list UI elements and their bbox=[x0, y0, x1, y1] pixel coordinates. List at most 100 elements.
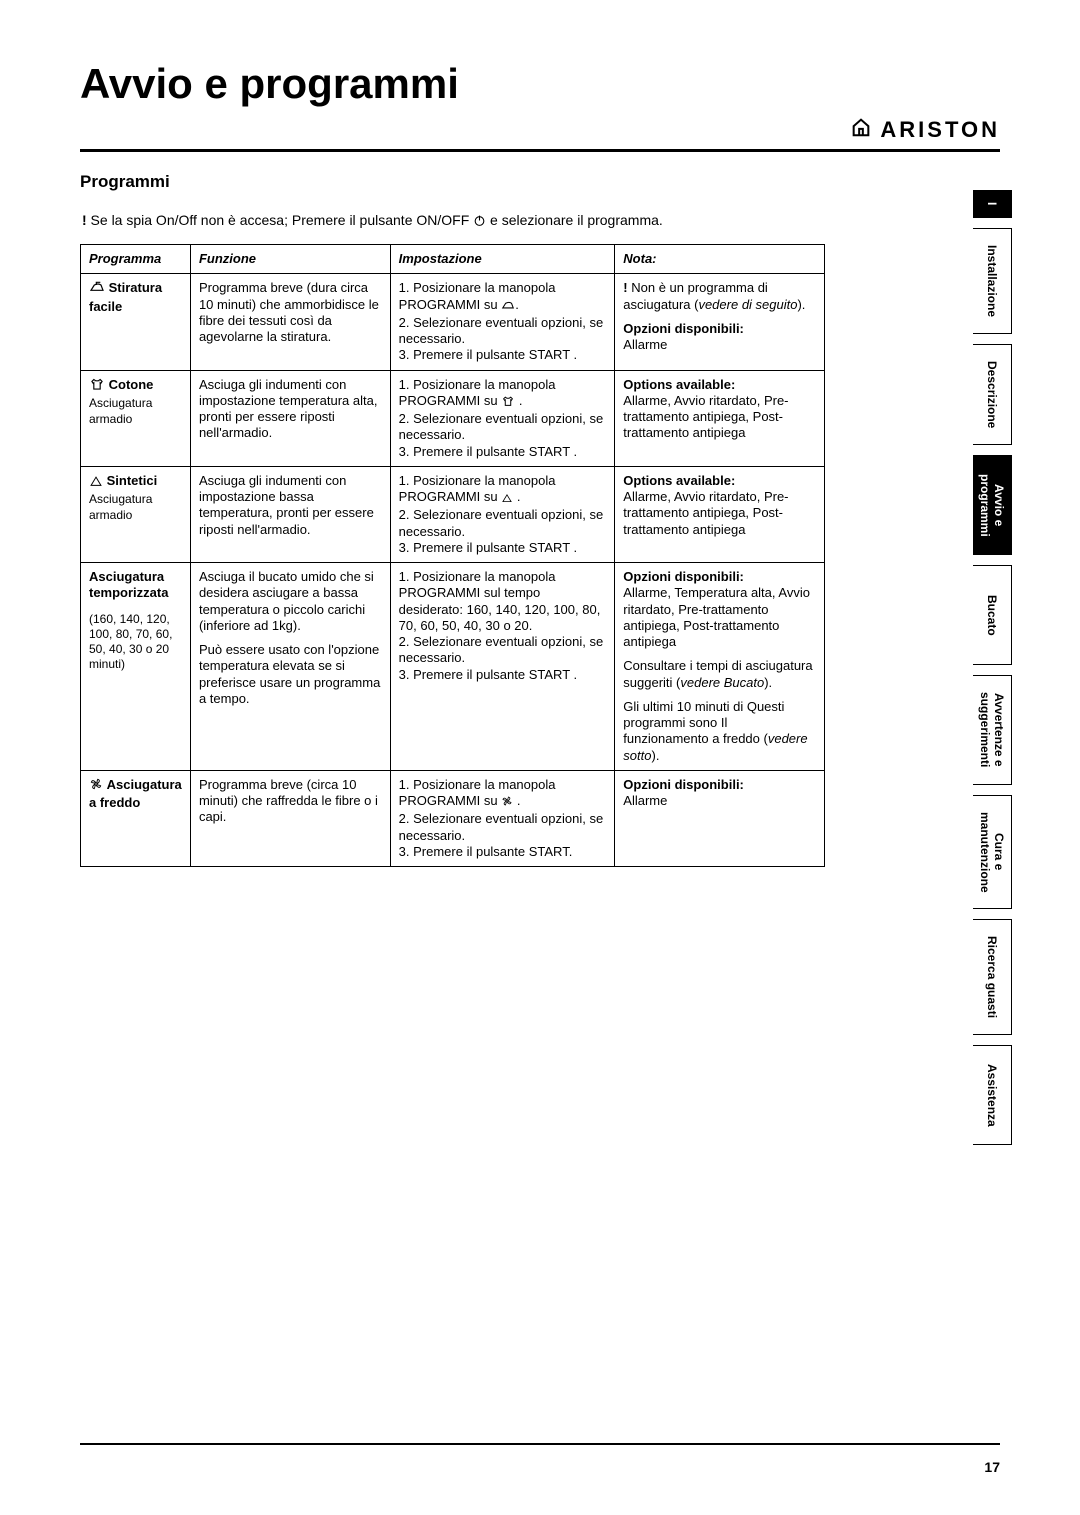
intro-line: ! Se la spia On/Off non è accesa; Premer… bbox=[80, 212, 1000, 230]
note-block: Consultare i tempi di asciugatura sugger… bbox=[623, 658, 816, 691]
note-text: Gli ultimi 10 minuti di Questi programmi… bbox=[623, 699, 784, 747]
page-number: 17 bbox=[984, 1459, 1000, 1475]
imp-line: 2. Selezionare eventuali opzioni, se nec… bbox=[399, 811, 607, 844]
cell-func-cotone: Asciuga gli indumenti con impostazione t… bbox=[190, 370, 390, 466]
imp-line: 1. Posizionare la manopola PROGRAMMI su … bbox=[399, 777, 607, 812]
tab-ricerca-guasti[interactable]: Ricerca guasti bbox=[973, 919, 1012, 1035]
brand-name: ARISTON bbox=[880, 117, 1000, 143]
imp-line: 3. Premere il pulsante START . bbox=[399, 444, 607, 460]
cell-imp-cotone: 1. Posizionare la manopola PROGRAMMI su … bbox=[390, 370, 615, 466]
prog-sub-temporizzata: (160, 140, 120, 100, 80, 70, 60, 50, 40,… bbox=[89, 612, 182, 672]
intro-suffix: e selezionare il programma. bbox=[486, 212, 663, 228]
cell-prog-stiratura: Stiratura facile bbox=[81, 274, 191, 370]
note-ital: vedere di seguito bbox=[698, 297, 797, 312]
imp-line: 1. Posizionare la manopola PROGRAMMI su … bbox=[399, 280, 607, 315]
prog-sub-sintetici: Asciugatura armadio bbox=[89, 492, 152, 522]
note-text: Allarme bbox=[623, 793, 667, 808]
house-icon bbox=[850, 116, 872, 143]
tab-descrizione[interactable]: Descrizione bbox=[973, 344, 1012, 445]
imp1-after: . bbox=[515, 297, 519, 312]
cell-prog-sintetici: Sintetici Asciugatura armadio bbox=[81, 466, 191, 562]
top-rule bbox=[80, 149, 1000, 152]
imp1-after: . bbox=[513, 793, 520, 808]
imp1-after: . bbox=[513, 489, 520, 504]
row-freddo: Asciugatura a freddo Programma breve (ci… bbox=[81, 770, 825, 866]
note-block: Options available:Allarme, Avvio ritarda… bbox=[623, 377, 816, 442]
imp1-text: 1. Posizionare la manopola PROGRAMMI su bbox=[399, 280, 556, 311]
note-block: Opzioni disponibili:Allarme, Temperatura… bbox=[623, 569, 816, 650]
cell-imp-sintetici: 1. Posizionare la manopola PROGRAMMI su … bbox=[390, 466, 615, 562]
prog-sub-cotone: Asciugatura armadio bbox=[89, 396, 152, 426]
note-text: Allarme, Temperatura alta, Avvio ritarda… bbox=[623, 585, 810, 649]
cell-func-freddo: Programma breve (circa 10 minuti) che ra… bbox=[190, 770, 390, 866]
note-text: Allarme, Avvio ritardato, Pre-trattament… bbox=[623, 393, 788, 441]
cell-imp-freddo: 1. Posizionare la manopola PROGRAMMI su … bbox=[390, 770, 615, 866]
table-header-row: Programma Funzione Impostazione Nota: bbox=[81, 245, 825, 274]
cell-func-sintetici: Asciuga gli indumenti con impostazione b… bbox=[190, 466, 390, 562]
cell-prog-cotone: Cotone Asciugatura armadio bbox=[81, 370, 191, 466]
imp-line: 1. Posizionare la manopola PROGRAMMI su … bbox=[399, 473, 607, 508]
tab-assistenza[interactable]: Assistenza bbox=[973, 1045, 1012, 1145]
imp-line: 1. Posizionare la manopola PROGRAMMI su … bbox=[399, 377, 607, 412]
prog-name-temporizzata: Asciugatura temporizzata bbox=[89, 569, 182, 602]
cell-imp-stiratura: 1. Posizionare la manopola PROGRAMMI su … bbox=[390, 274, 615, 370]
note-after: ). bbox=[764, 675, 772, 690]
shirt-icon bbox=[89, 377, 105, 395]
triangle-icon bbox=[89, 475, 103, 491]
row-cotone: Cotone Asciugatura armadio Asciuga gli i… bbox=[81, 370, 825, 466]
note-label: Opzioni disponibili: bbox=[623, 777, 744, 792]
note-after: ). bbox=[797, 297, 805, 312]
page-title: Avvio e programmi bbox=[80, 60, 1000, 108]
note-after: ). bbox=[651, 748, 659, 763]
tab-bucato[interactable]: Bucato bbox=[973, 565, 1012, 665]
note-label: Opzioni disponibili: bbox=[623, 569, 744, 584]
imp1-after: . bbox=[515, 393, 522, 408]
th-impostazione: Impostazione bbox=[390, 245, 615, 274]
imp-line: 2. Selezionare eventuali opzioni, se nec… bbox=[399, 411, 607, 444]
intro-text: Se la spia On/Off non è accesa; Premere … bbox=[87, 212, 473, 228]
side-tabs: I Installazione Descrizione Avvio e prog… bbox=[973, 190, 1012, 1145]
cell-note-freddo: Opzioni disponibili:Allarme bbox=[615, 770, 825, 866]
prog-name-cotone: Cotone bbox=[109, 377, 154, 392]
imp-line: 2. Selezionare eventuali opzioni, se nec… bbox=[399, 634, 607, 667]
imp-line: 2. Selezionare eventuali opzioni, se nec… bbox=[399, 315, 607, 348]
note-block: Gli ultimi 10 minuti di Questi programmi… bbox=[623, 699, 816, 764]
note-text: Allarme bbox=[623, 337, 667, 352]
row-stiratura: Stiratura facile Programma breve (dura c… bbox=[81, 274, 825, 370]
imp1-text: 1. Posizionare la manopola PROGRAMMI su bbox=[399, 377, 556, 408]
brand-row: ARISTON bbox=[80, 116, 1000, 143]
tab-language[interactable]: I bbox=[973, 190, 1012, 218]
func-p1: Asciuga il bucato umido che si desidera … bbox=[199, 569, 382, 634]
power-icon bbox=[473, 214, 486, 230]
cell-note-cotone: Options available:Allarme, Avvio ritarda… bbox=[615, 370, 825, 466]
cell-func-stiratura: Programma breve (dura circa 10 minuti) c… bbox=[190, 274, 390, 370]
note-ital: vedere Bucato bbox=[680, 675, 764, 690]
tab-cura[interactable]: Cura e manutenzione bbox=[973, 795, 1012, 910]
cell-prog-temporizzata: Asciugatura temporizzata (160, 140, 120,… bbox=[81, 563, 191, 771]
programs-table: Programma Funzione Impostazione Nota: St… bbox=[80, 244, 825, 867]
th-nota: Nota: bbox=[615, 245, 825, 274]
imp-line: 3. Premere il pulsante START . bbox=[399, 667, 607, 683]
iron-icon bbox=[501, 299, 515, 315]
tab-avvio-programmi[interactable]: Avvio e programmi bbox=[973, 455, 1012, 555]
shirt-icon bbox=[501, 395, 515, 411]
note-label: Opzioni disponibili: bbox=[623, 321, 744, 336]
imp1-text: 1. Posizionare la manopola PROGRAMMI su bbox=[399, 777, 556, 808]
cell-note-stiratura: ! Non è un programma di asciugatura (ved… bbox=[615, 274, 825, 370]
imp-line: 3. Premere il pulsante START . bbox=[399, 540, 607, 556]
iron-icon bbox=[89, 280, 105, 298]
imp-line: 3. Premere il pulsante START . bbox=[399, 347, 607, 363]
row-temporizzata: Asciugatura temporizzata (160, 140, 120,… bbox=[81, 563, 825, 771]
cell-prog-freddo: Asciugatura a freddo bbox=[81, 770, 191, 866]
cell-imp-temporizzata: 1. Posizionare la manopola PROGRAMMI sul… bbox=[390, 563, 615, 771]
cell-note-sintetici: Options available:Allarme, Avvio ritarda… bbox=[615, 466, 825, 562]
tab-installazione[interactable]: Installazione bbox=[973, 228, 1012, 334]
tab-avvertenze[interactable]: Avvertenze e suggerimenti bbox=[973, 675, 1012, 784]
cell-note-temporizzata: Opzioni disponibili:Allarme, Temperatura… bbox=[615, 563, 825, 771]
cell-func-temporizzata: Asciuga il bucato umido che si desidera … bbox=[190, 563, 390, 771]
note-text: Allarme, Avvio ritardato, Pre-trattament… bbox=[623, 489, 788, 537]
note-block: Options available:Allarme, Avvio ritarda… bbox=[623, 473, 816, 538]
func-p2: Può essere usato con l'opzione temperatu… bbox=[199, 642, 382, 707]
note-label: Options available: bbox=[623, 377, 735, 392]
fan-icon bbox=[501, 795, 513, 811]
